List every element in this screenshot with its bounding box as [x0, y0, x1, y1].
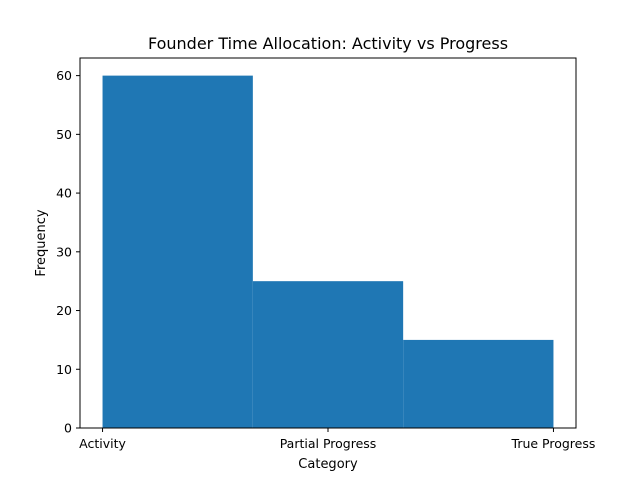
y-tick-label: 20 — [56, 303, 72, 318]
histogram-bar-2 — [403, 339, 554, 428]
y-axis-label: Frequency — [34, 209, 49, 276]
y-tick-label: 60 — [56, 68, 72, 83]
y-tick-label: 10 — [56, 362, 72, 377]
x-tick-label: True Progress — [511, 436, 596, 451]
y-tick-label: 0 — [64, 421, 72, 436]
x-axis-ticks: Activity Partial Progress True Progress — [79, 428, 595, 451]
y-tick-label: 30 — [56, 244, 72, 259]
x-axis-label: Category — [298, 457, 358, 472]
y-axis-ticks: 0 10 20 30 40 50 60 — [56, 68, 80, 436]
chart-title: Founder Time Allocation: Activity vs Pro… — [148, 34, 508, 53]
x-tick-label: Activity — [79, 436, 126, 451]
x-tick-label: Partial Progress — [280, 436, 377, 451]
histogram-bar-1 — [252, 281, 404, 428]
histogram-bar-0 — [102, 75, 253, 428]
bars-group — [102, 75, 554, 428]
y-tick-label: 40 — [56, 186, 72, 201]
y-tick-label: 50 — [56, 127, 72, 142]
